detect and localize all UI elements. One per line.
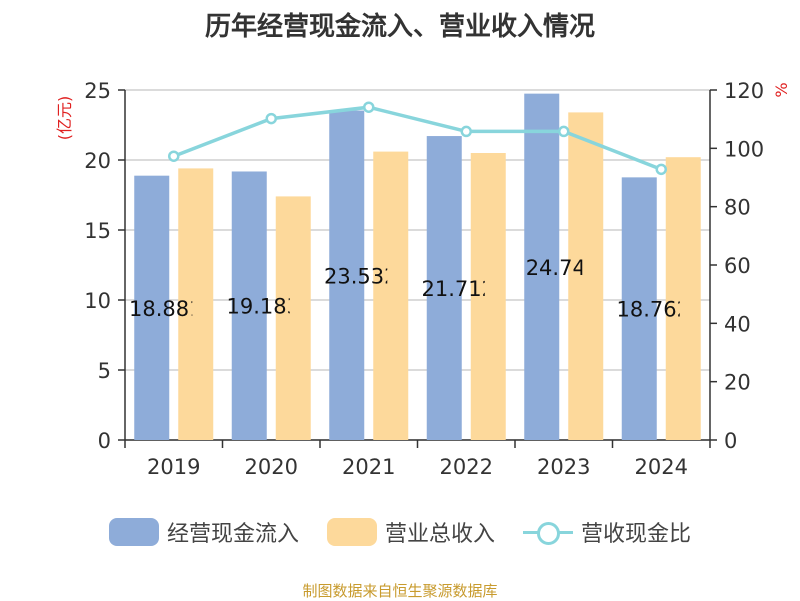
right-tick-label: 40 — [724, 312, 751, 336]
data-label-cash-inflow: 23.532 — [324, 264, 397, 288]
bar-cash-inflow — [621, 177, 657, 441]
legend-label-cash-ratio: 营收现金比 — [581, 522, 692, 547]
bar-revenue — [665, 157, 701, 440]
data-label-cash-inflow: 18.762 — [617, 298, 690, 322]
bar-cash-inflow — [134, 175, 170, 440]
point-cash-ratio — [460, 125, 472, 138]
legend-item-cash-ratio[interactable]: 营收现金比 — [523, 516, 691, 548]
x-tick-label: 2023 — [537, 455, 590, 479]
data-label-cash-inflow: 24.74 — [526, 256, 586, 280]
left-tick-label: 5 — [98, 359, 111, 383]
bar-revenue — [373, 151, 409, 440]
chart-title: 历年经营现金流入、营业收入情况 — [204, 12, 595, 42]
bar-cash-inflow — [426, 136, 462, 440]
x-tick-label: 2024 — [635, 455, 688, 479]
line-cash-ratio — [173, 105, 662, 171]
bar-revenue — [568, 112, 604, 441]
legend-item-revenue[interactable]: 营业总收入 — [326, 516, 495, 548]
point-cash-ratio — [265, 112, 277, 125]
right-tick-label: 120 — [724, 79, 764, 103]
bar-revenue — [178, 168, 214, 440]
point-cash-ratio — [655, 163, 667, 176]
legend-swatch-cash-ratio — [523, 518, 573, 546]
right-tick-label: 100 — [724, 137, 764, 161]
right-tick-label: 60 — [724, 254, 751, 278]
x-tick-label: 2021 — [342, 455, 395, 479]
left-tick-label: 0 — [98, 429, 111, 453]
left-tick-label: 15 — [84, 219, 111, 243]
right-axis-label: % — [772, 82, 791, 97]
point-cash-ratio — [558, 125, 570, 138]
left-tick-label: 20 — [84, 149, 111, 173]
legend: 经营现金流入 营业总收入 营收现金比 — [0, 516, 800, 548]
legend-label-revenue: 营业总收入 — [384, 522, 495, 547]
bar-cash-inflow — [329, 110, 365, 440]
bar-cash-inflow — [524, 93, 560, 440]
bar-revenue — [275, 196, 311, 440]
data-label-cash-inflow: 21.712 — [422, 277, 495, 301]
legend-label-cash-inflow: 经营现金流入 — [166, 522, 299, 547]
left-tick-label: 10 — [84, 289, 111, 313]
legend-item-cash-inflow[interactable]: 经营现金流入 — [108, 516, 299, 548]
left-tick-label: 25 — [84, 79, 111, 103]
point-cash-ratio — [363, 101, 375, 113]
source-note: 制图数据来自恒生聚源数据库 — [302, 582, 498, 600]
legend-swatch-cash-inflow — [108, 518, 159, 546]
x-tick-label: 2020 — [245, 455, 298, 479]
right-tick-label: 80 — [724, 196, 751, 220]
right-tick-label: 0 — [724, 429, 737, 453]
point-cash-ratio — [168, 150, 180, 162]
data-label-cash-inflow: 19.183 — [227, 295, 300, 319]
right-tick-label: 20 — [724, 371, 751, 395]
legend-swatch-revenue — [326, 518, 377, 546]
left-axis-label: (亿元) — [55, 96, 74, 141]
x-tick-label: 2019 — [147, 455, 200, 479]
x-tick-label: 2022 — [440, 455, 493, 479]
bar-revenue — [470, 153, 506, 440]
bar-cash-inflow — [231, 171, 267, 441]
data-label-cash-inflow: 18.881 — [129, 297, 202, 321]
